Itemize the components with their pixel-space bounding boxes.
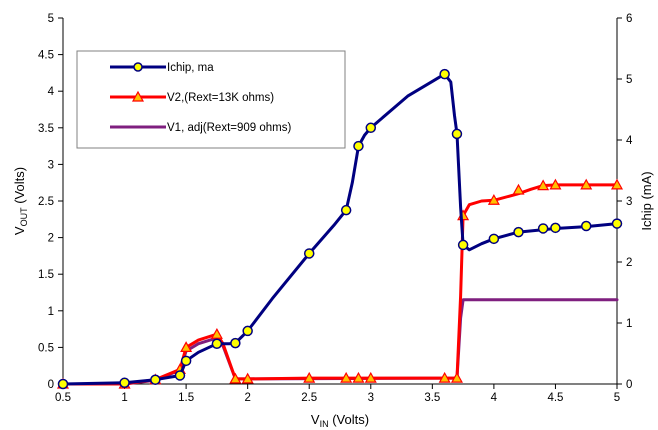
data-point-ichip [119,377,130,389]
y-right-axis-title: Ichip (mA) [639,171,654,230]
legend-item-v1: V1, adj(Rext=909 ohms) [110,122,291,134]
ticks: 0.5 1 1.5 2 2.5 3 3.5 4 4.5 500.511.522.533.544.5… [38,13,633,404]
legend-label-v2: V2,(Rext=13K ohms) [167,92,274,104]
data-point-v2 [487,194,500,205]
y-right-tick-label: 3 [626,196,632,208]
y-right-tick-label: 2 [626,257,632,269]
y-left-tick-label: 4.5 [38,50,54,62]
data-point-ichip [537,223,549,234]
data-point-v2 [229,372,242,384]
data-point-ichip [150,374,161,385]
data-point-ichip [230,337,241,349]
y-left-tick-label: 2.5 [38,196,54,208]
y-right-tick-label: 6 [626,13,632,25]
data-point-v2 [352,371,365,383]
data-point-ichip [57,378,69,390]
series-ichip [57,68,623,390]
data-point-ichip [439,68,450,80]
data-point-ichip [174,370,186,381]
data-point-ichip [365,122,377,134]
y-right-tick-label: 4 [626,135,633,147]
data-point-v2 [580,178,593,190]
x-tick-label: 5 [614,392,620,404]
x-tick-label: 1 [121,392,127,404]
series-v1 [61,298,619,386]
data-point-v2 [438,371,451,383]
data-point-ichip [580,220,592,232]
data-point-ichip [340,204,352,216]
y-right-tick-label: 1 [626,318,632,330]
x-tick-label: 1.5 [178,392,194,404]
y-left-tick-label: 4 [48,86,55,98]
y-right-tick-label: 5 [626,74,632,86]
legend-marker-v2 [131,90,145,102]
data-point-ichip [550,222,561,234]
series [56,68,624,390]
data-point-v2 [450,371,463,383]
data-point-v2 [549,178,562,190]
y-left-tick-label: 2 [48,233,54,245]
series-line-v2 [61,183,619,386]
x-tick-label: 3 [368,392,374,404]
data-point-ichip [211,338,223,349]
data-point-v2 [340,371,353,383]
y-left-tick-label: 0.5 [38,342,54,354]
legend-marker-ichip [133,62,143,72]
y-right-tick-label: 0 [626,379,632,391]
y-left-tick-label: 5 [48,13,54,25]
data-point-ichip [451,128,463,140]
data-point-v2 [537,179,550,191]
y-left-tick-label: 0 [48,379,54,391]
data-point-v2 [303,371,316,383]
data-point-ichip [180,355,192,367]
y-left-tick-label: 3.5 [38,123,54,135]
series-line-v1 [61,298,619,386]
x-axis-title: VIN (Volts) [311,412,369,429]
legend-label-v1: V1, adj(Rext=909 ohms) [167,122,291,134]
data-point-ichip [242,325,253,337]
x-tick-label: 4 [491,392,498,404]
x-tick-label: 3.5 [424,392,440,404]
data-point-ichip [303,248,315,259]
data-point-v2 [512,183,525,195]
data-point-ichip [488,233,500,245]
data-point-v2 [241,372,254,384]
y-left-tick-label: 1 [48,306,54,318]
x-tick-label: 0.5 [55,392,71,404]
legend-item-v2: V2,(Rext=13K ohms) [110,90,274,104]
data-point-ichip [457,239,469,251]
x-tick-label: 4.5 [547,392,563,404]
legend-label-ichip: Ichip, ma [167,62,214,74]
legend-item-ichip: Ichip, ma [110,62,214,74]
x-tick-label: 2.5 [301,392,317,404]
series-v2 [56,178,624,389]
data-point-ichip [353,140,364,152]
series-line-ichip [61,72,619,386]
y-left-tick-label: 3 [48,159,54,171]
data-point-v2 [210,327,223,339]
y-left-axis-title: VOUT (Volts) [12,167,29,235]
data-point-ichip [611,218,623,229]
data-point-v2 [180,341,193,352]
data-point-v2 [364,371,377,383]
data-point-ichip [513,226,524,238]
legend: Ichip, ma V2,(Rext=13K ohms) V1, adj(Rex… [76,50,346,149]
y-left-tick-label: 1.5 [38,269,54,281]
x-tick-label: 2 [244,392,250,404]
data-point-v2 [610,178,624,190]
